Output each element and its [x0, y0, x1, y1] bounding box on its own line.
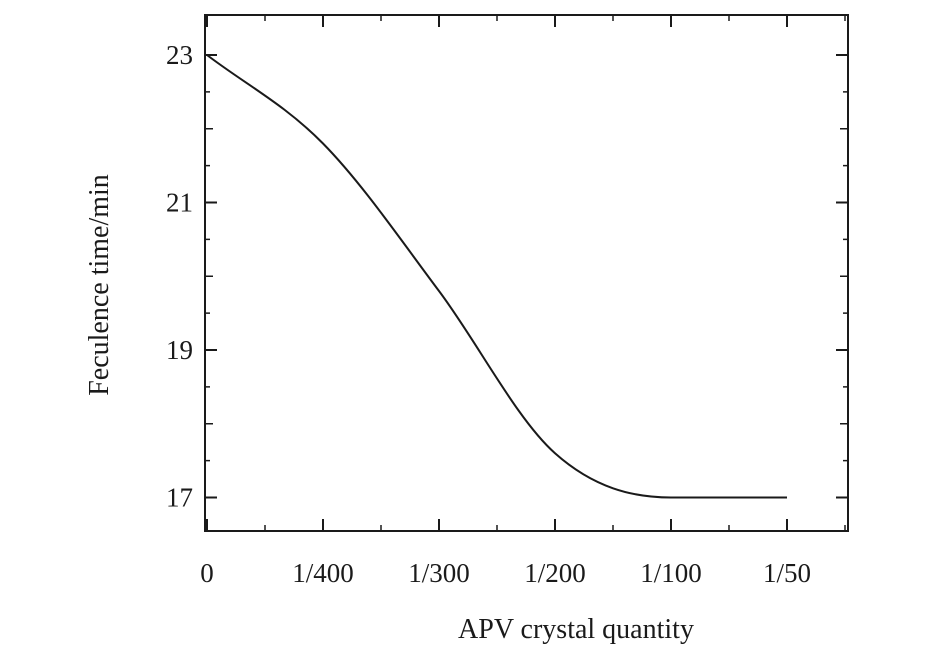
x-tick-label: 1/200 — [524, 558, 586, 588]
y-minor-ticks — [205, 91, 848, 462]
x-tick-label: 1/300 — [408, 558, 470, 588]
x-tick-label: 1/50 — [763, 558, 811, 588]
x-axis-title: APV crystal quantity — [458, 614, 694, 645]
x-tick-label: 0 — [200, 558, 214, 588]
x-ticks: 0 1/400 1/300 1/200 1/100 1/50 — [200, 15, 811, 588]
series-layer — [206, 54, 787, 499]
x-minor-ticks — [264, 15, 846, 531]
x-tick-label: 1/100 — [640, 558, 702, 588]
y-axis-title: Feculence time/min — [84, 174, 115, 396]
y-tick-label: 17 — [166, 483, 193, 513]
plot-frame — [204, 14, 849, 532]
y-tick-label: 23 — [166, 40, 193, 70]
y-tick-label: 19 — [166, 335, 193, 365]
y-ticks: 17 19 21 23 — [166, 40, 848, 513]
series-line — [206, 54, 787, 499]
y-tick-label: 21 — [166, 188, 193, 218]
x-tick-label: 1/400 — [292, 558, 354, 588]
